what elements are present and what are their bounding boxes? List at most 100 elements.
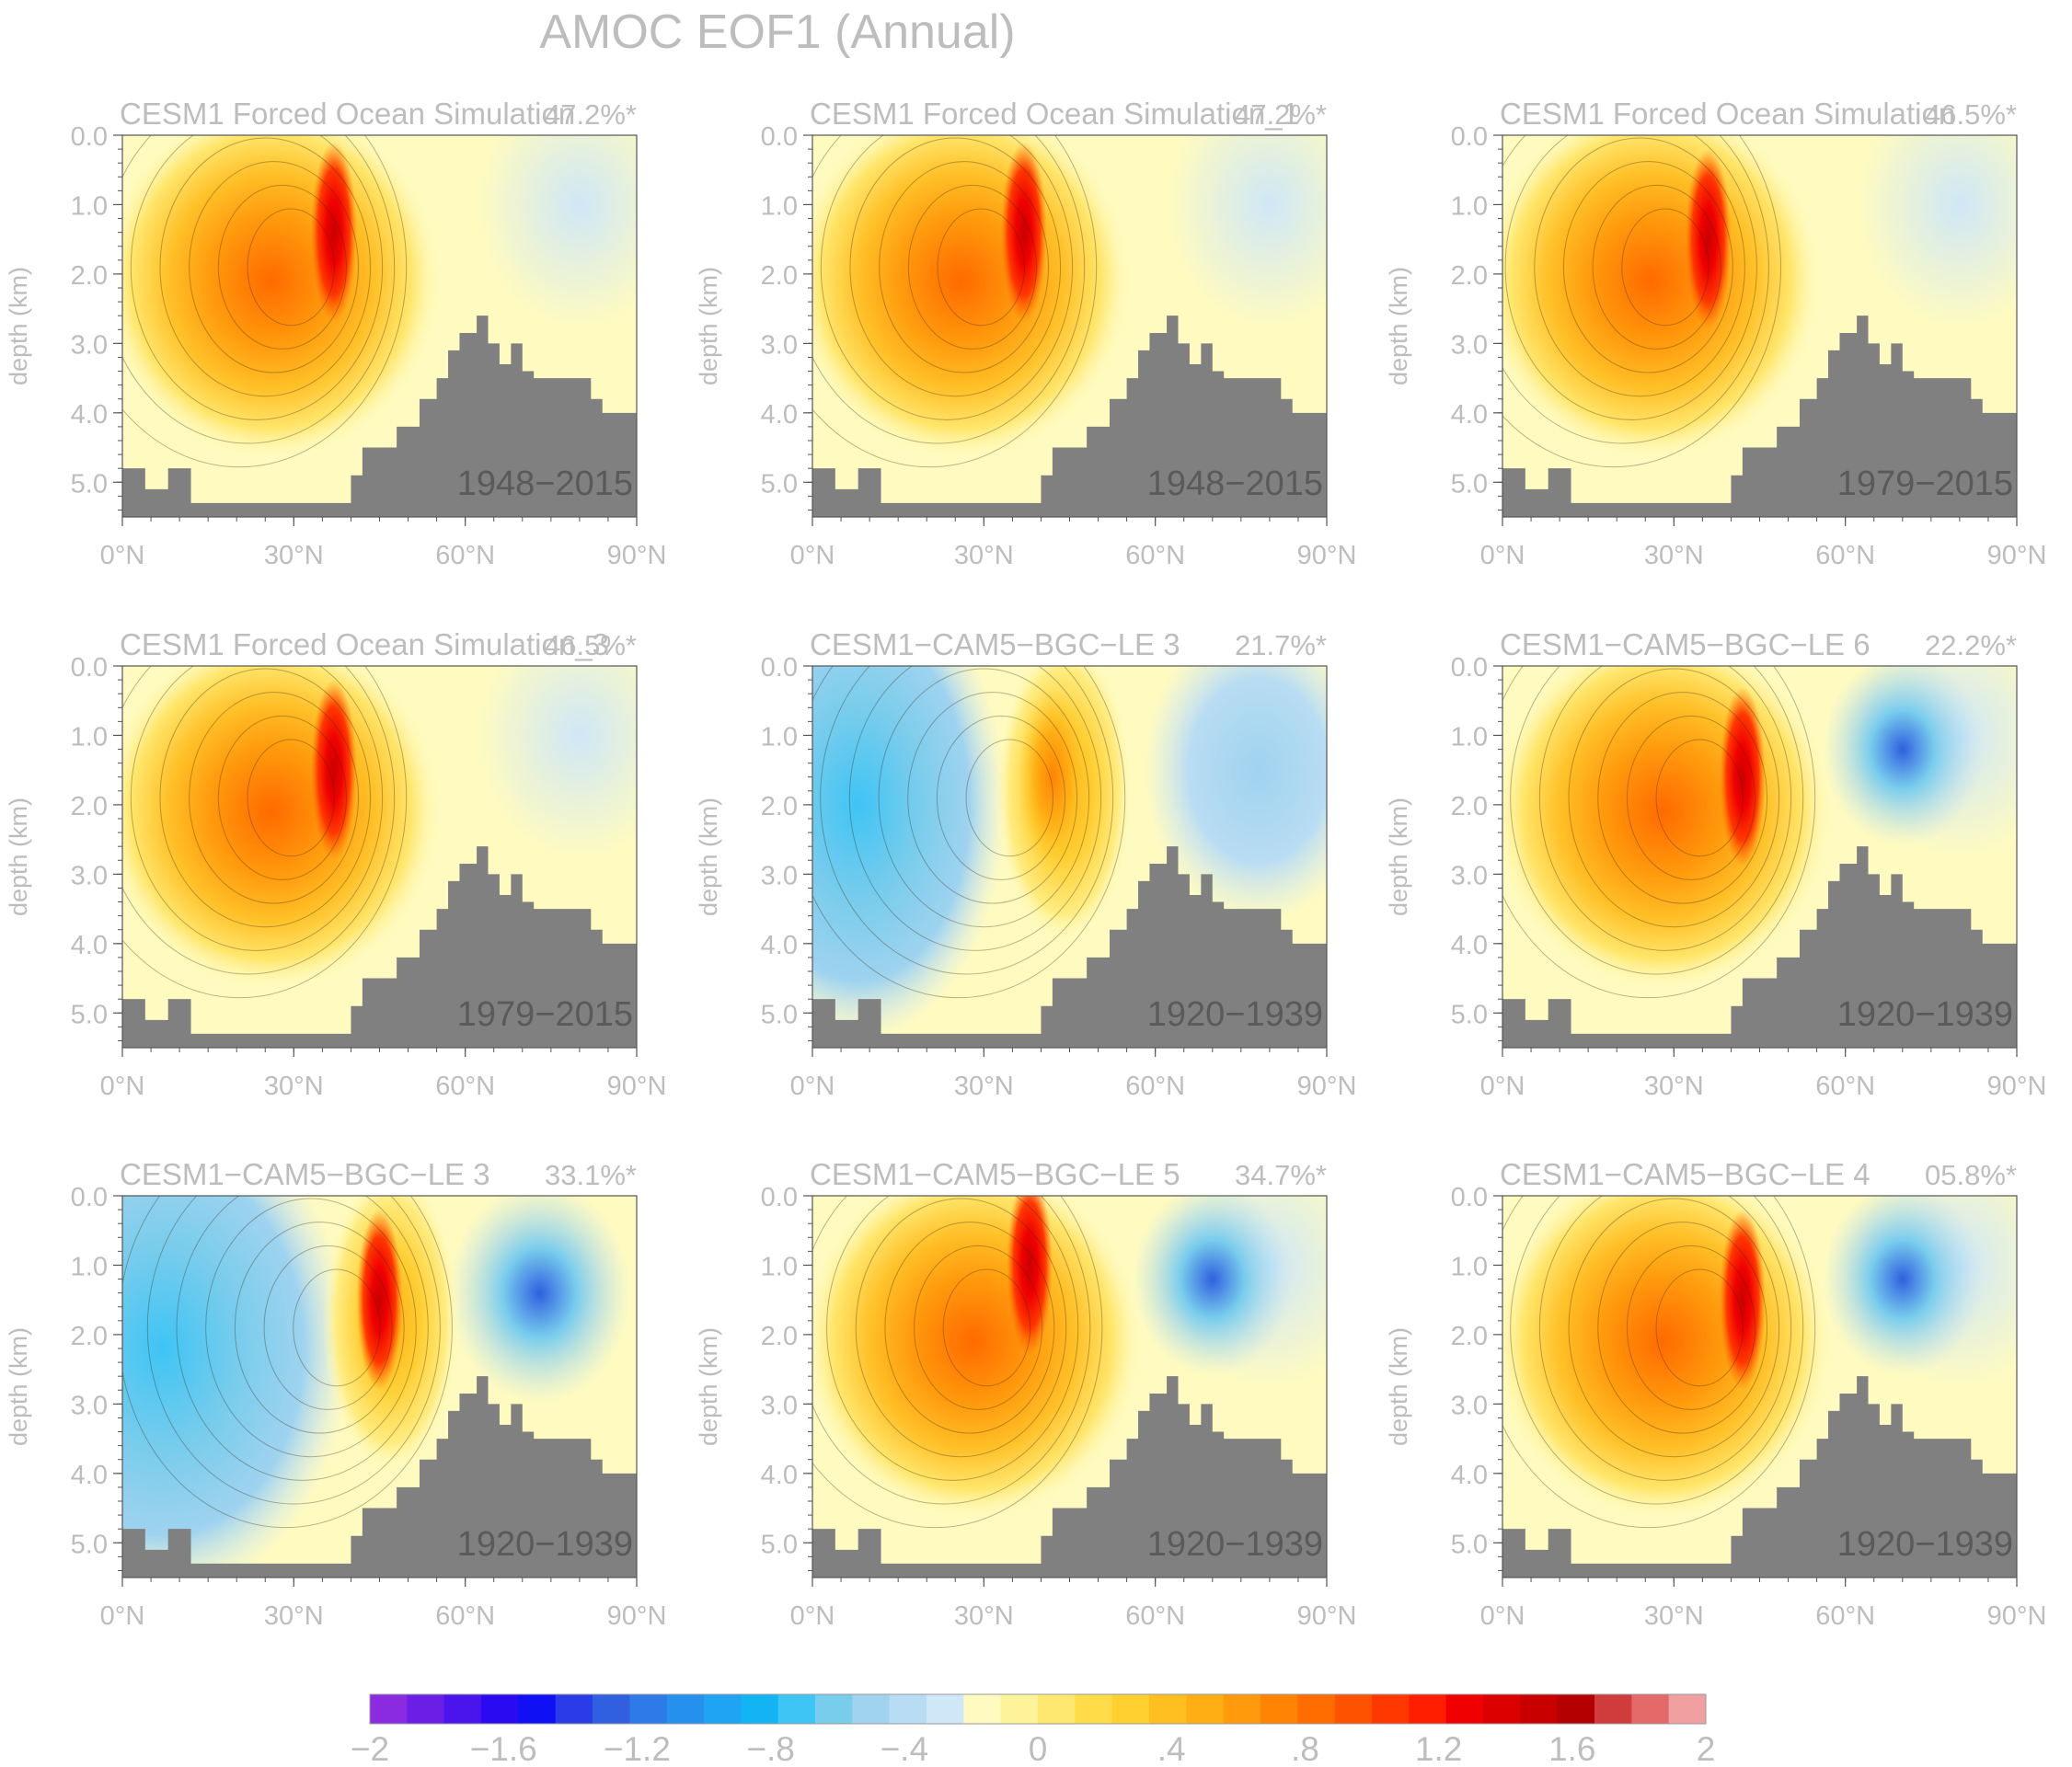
variance-explained: 05.8%* [1925, 1159, 2017, 1191]
contour-line [1502, 666, 1816, 999]
bathymetry [1502, 316, 2017, 517]
field-plot [122, 135, 637, 517]
contour-line [1626, 1245, 1756, 1410]
panel-2: 0.0 1.0 2.0 3.0 4.0 5.0 0°N 30°N 60°N 90°N depth (… [695, 97, 1357, 570]
y-tick-label: 5.0 [1451, 469, 1488, 499]
colorbar-swatch [1111, 1694, 1150, 1724]
colorbar-swatch [852, 1694, 891, 1724]
maximum-core [310, 680, 357, 861]
colorbar-swatch [481, 1694, 519, 1724]
y-tick-label: 5.0 [761, 469, 798, 499]
y-tick-label: 0.0 [1451, 653, 1488, 683]
field-plot [122, 666, 637, 1048]
y-tick-label: 4.0 [1451, 931, 1488, 960]
negative-lobe [1822, 1196, 1983, 1377]
x-tick-label: 30°N [264, 1601, 324, 1631]
colorbar-tick-label: 0 [1029, 1730, 1048, 1767]
bathymetry [122, 846, 637, 1048]
colorbar-tick-label: .8 [1291, 1730, 1319, 1767]
y-axis-label: depth (km) [1385, 1327, 1412, 1446]
panel-4: 0.0 1.0 2.0 3.0 4.0 5.0 0°N 30°N 60°N 90°N depth (… [5, 627, 666, 1101]
maximum-core [1007, 1196, 1053, 1356]
colorbar-swatch [1186, 1694, 1225, 1724]
panel-grid: 0.0 1.0 2.0 3.0 4.0 5.0 0°N 30°N 60°N 90°N depth (… [5, 97, 2046, 1631]
colorbar-swatch [407, 1694, 445, 1724]
contour-line [812, 1196, 1103, 1529]
colorbar-swatch [1149, 1694, 1187, 1724]
panel-6: 0.0 1.0 2.0 3.0 4.0 5.0 0°N 30°N 60°N 90°N depth (… [1385, 627, 2046, 1101]
y-tick-label: 2.0 [761, 792, 798, 821]
x-tick-label: 90°N [1297, 541, 1357, 570]
colorbar-tick-label: 2 [1697, 1730, 1716, 1767]
contour-line [907, 692, 1078, 904]
colorbar-tick-label: 1.6 [1548, 1730, 1595, 1767]
negative-lobe [477, 666, 637, 861]
period-label: 1920−1939 [457, 1525, 633, 1564]
contour-line [130, 135, 384, 420]
contour-line [1502, 135, 1781, 468]
contour-line [234, 1222, 405, 1434]
contour-line [1597, 692, 1768, 904]
panel-5: 0.0 1.0 2.0 3.0 4.0 5.0 0°N 30°N 60°N 90°N depth (… [695, 627, 1356, 1101]
positive-lobe [122, 666, 443, 993]
x-tick-label: 60°N [1815, 1601, 1875, 1631]
variance-explained: 46.5%* [545, 629, 637, 661]
panel-title: CESM1−CAM5−BGC−LE 5 [810, 1157, 1180, 1191]
variance-explained: 22.2%* [1925, 629, 2017, 661]
contour-line [189, 692, 360, 904]
variance-explained: 47.2%* [1235, 98, 1327, 131]
field-plot [812, 135, 1327, 517]
contour-line [122, 666, 408, 999]
y-tick-label: 3.0 [1451, 1391, 1488, 1420]
maximum-core [1018, 686, 1088, 867]
y-tick-label: 4.0 [761, 400, 798, 430]
variance-explained: 46.5%* [1925, 98, 2017, 131]
colorbar-tick-label: −2 [351, 1730, 389, 1767]
colorbar-swatch [666, 1694, 705, 1724]
negative-lobe [1167, 135, 1327, 330]
y-tick-label: 1.0 [761, 722, 798, 752]
colorbar-swatch [889, 1694, 927, 1724]
field-plot [122, 1196, 637, 1578]
y-tick-label: 2.0 [761, 261, 798, 291]
y-axis-label: depth (km) [5, 797, 32, 916]
x-tick-label: 0°N [1480, 1072, 1525, 1101]
contour-line [907, 184, 1037, 350]
x-tick-label: 0°N [100, 1072, 145, 1101]
x-tick-label: 0°N [1480, 1601, 1525, 1631]
period-label: 1979−2015 [1837, 465, 2013, 503]
y-tick-label: 2.0 [1451, 261, 1488, 291]
colorbar-swatch [518, 1694, 557, 1724]
contour-line [1510, 1196, 1804, 1505]
negative-lobe [1857, 135, 2017, 330]
y-axis-label: depth (km) [695, 797, 722, 916]
contour-line [1502, 1196, 1816, 1529]
contour-line [936, 715, 1066, 880]
bathymetry [812, 846, 1327, 1048]
negative-lobe [812, 666, 1007, 1041]
y-tick-label: 5.0 [1451, 1000, 1488, 1029]
contour-line [176, 1196, 429, 1481]
y-tick-label: 3.0 [761, 1391, 798, 1420]
y-tick-label: 1.0 [71, 722, 108, 752]
variance-explained: 47.2%* [545, 98, 637, 131]
contour-line [849, 137, 1062, 397]
colorbar-swatch [927, 1694, 964, 1724]
contour-line [122, 135, 396, 444]
y-tick-label: 1.0 [761, 1252, 798, 1281]
colorbar-swatch [704, 1694, 742, 1724]
y-tick-label: 1.0 [71, 191, 108, 221]
colorbar-tick-label: 1.2 [1415, 1730, 1462, 1767]
maximum-core [1685, 149, 1732, 330]
contour-line [1568, 668, 1780, 928]
colorbar-tick-label: −1.6 [470, 1730, 537, 1767]
bathymetry [122, 1376, 637, 1578]
x-tick-label: 90°N [607, 541, 667, 570]
y-tick-label: 2.0 [71, 261, 108, 291]
contour-line [189, 161, 360, 373]
maximum-core [1000, 142, 1047, 323]
colorbar-swatch [1372, 1694, 1410, 1724]
contour-line [1534, 137, 1745, 397]
x-tick-label: 90°N [1297, 1601, 1357, 1631]
contour-line [1568, 1198, 1780, 1458]
